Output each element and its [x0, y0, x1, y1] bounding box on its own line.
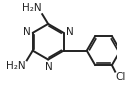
Text: N: N: [23, 27, 30, 37]
Text: H₂N: H₂N: [21, 3, 41, 13]
Text: H₂N: H₂N: [6, 61, 26, 71]
Text: Cl: Cl: [116, 72, 126, 82]
Text: N: N: [66, 27, 74, 37]
Text: N: N: [45, 62, 53, 72]
